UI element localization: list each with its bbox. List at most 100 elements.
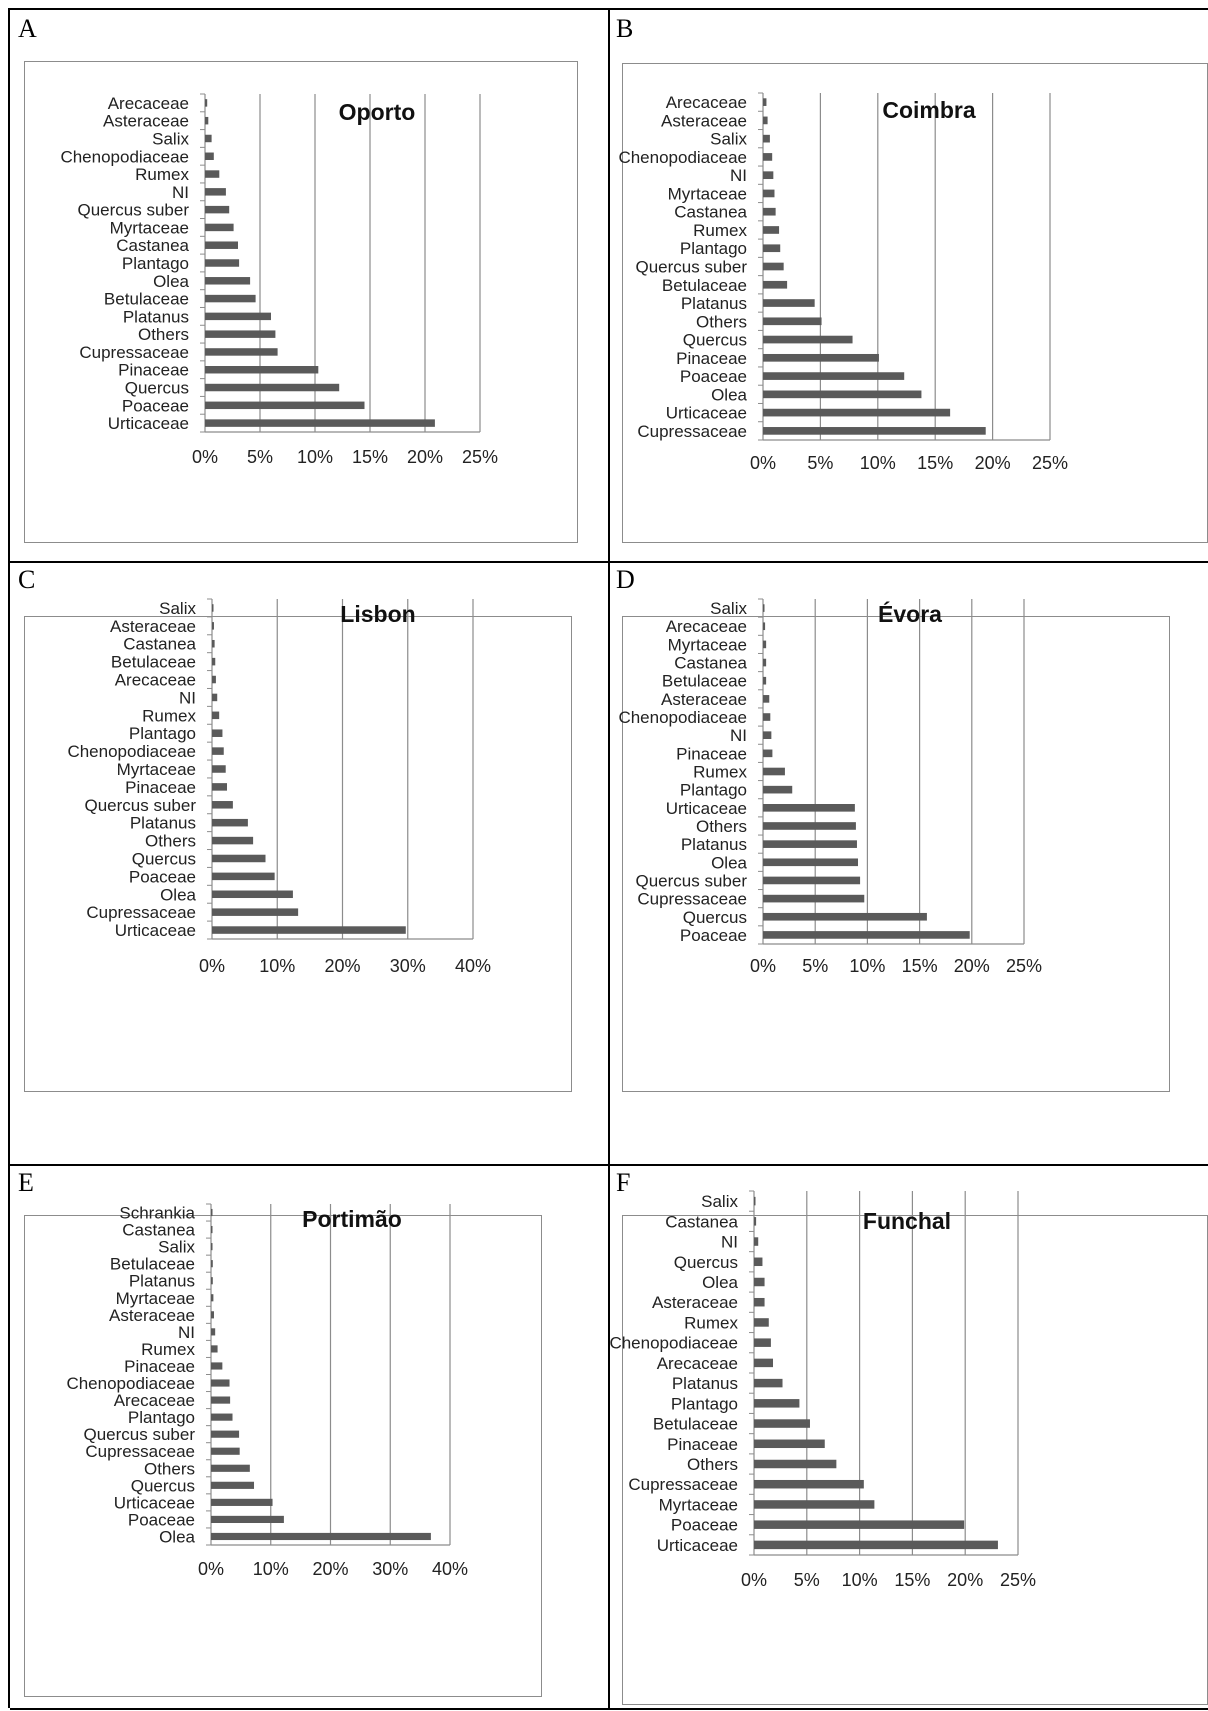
category-label: Plantago [671, 1394, 738, 1413]
category-label: Plantago [129, 724, 196, 743]
bar-cupressaceae [754, 1479, 864, 1489]
category-label: Myrtaceae [659, 1495, 738, 1514]
chart-title: Lisbon [340, 601, 415, 627]
category-label: Asteraceae [661, 690, 747, 709]
category-label: Plantago [680, 781, 747, 800]
x-tick-label: 0% [750, 453, 776, 473]
category-label: Schrankia [119, 1204, 195, 1223]
category-label: Olea [153, 272, 189, 291]
bar-myrtaceae [205, 223, 234, 232]
chart-title: Évora [878, 600, 942, 627]
bar-olea [205, 277, 251, 285]
category-label: Cupressaceae [86, 903, 196, 922]
bar-platanus [211, 1277, 213, 1285]
bar-arecaceae [205, 99, 208, 107]
category-label: Urticaceae [114, 1493, 195, 1512]
bar-myrtaceae [763, 189, 775, 198]
figure-grid: A Arecaceae Asteraceae Salix Chenopodiaceae… [8, 8, 1208, 1710]
x-tick-label: 15% [902, 956, 938, 976]
category-label: NI [730, 166, 747, 185]
bar-olea [763, 858, 859, 867]
category-label: NI [179, 688, 196, 707]
category-label: Asteraceae [103, 112, 189, 131]
chart-evora: SalixArecaceaeMyrtaceaeCastaneaBetulacea… [618, 598, 1042, 976]
chart-frame [622, 63, 1208, 543]
chart-portimao: SchrankiaCastaneaSalixBetulaceaePlatanus… [66, 1203, 468, 1579]
bar-rumex [212, 711, 220, 720]
category-label: Quercus suber [85, 796, 197, 815]
bar-arecaceae [754, 1358, 774, 1368]
bar-plantago [211, 1413, 233, 1421]
category-label: Urticaceae [115, 921, 196, 940]
bar-betulaceae [763, 676, 767, 685]
x-tick-label: 30% [372, 1559, 408, 1579]
category-label: Salix [710, 130, 747, 149]
category-label: Asteraceae [110, 617, 196, 636]
x-tick-label: 15% [894, 1570, 930, 1590]
category-label: Chenopodiaceae [60, 147, 189, 166]
bar-pinaceae [212, 783, 228, 791]
bar-platanus [763, 299, 815, 307]
bar-poaceae [211, 1515, 284, 1524]
panel-letter: D [616, 565, 635, 594]
x-tick-label: 20% [407, 447, 443, 467]
bar-myrtaceae [754, 1500, 875, 1509]
x-tick-label: 20% [947, 1570, 983, 1590]
bar-asteraceae [212, 622, 214, 630]
bar-chenopodiaceae [212, 747, 224, 755]
bar-castanea [763, 207, 776, 216]
category-label: NI [730, 726, 747, 745]
category-label: Pinaceae [676, 744, 747, 763]
bar-myrtaceae [212, 765, 226, 773]
bar-pinaceae [763, 749, 773, 758]
bar-betulaceae [212, 657, 216, 666]
bar-quercus [763, 335, 853, 344]
bar-chenopodiaceae [211, 1379, 230, 1387]
category-label: Betulaceae [662, 276, 747, 295]
category-label: Poaceae [128, 1510, 195, 1529]
category-label: Rumex [684, 1313, 738, 1332]
bar-arecaceae [763, 622, 766, 631]
bar-platanus [205, 312, 271, 321]
bar-pinaceae [754, 1439, 825, 1449]
category-label: Platanus [129, 1272, 195, 1291]
bar-poaceae [205, 401, 365, 410]
x-tick-label: 10% [860, 453, 896, 473]
category-label: Plantago [680, 239, 747, 258]
category-label: Poaceae [680, 926, 747, 945]
bar-poaceae [212, 872, 275, 881]
category-label: Poaceae [129, 867, 196, 886]
category-label: Olea [711, 853, 747, 872]
bar-urticaceae [763, 408, 951, 417]
panel-letter: F [616, 1168, 631, 1197]
category-label: Salix [152, 129, 189, 148]
chart-frame [622, 1215, 1208, 1705]
x-tick-label: 5% [794, 1570, 820, 1590]
category-label: Others [696, 817, 747, 836]
bar-salix [211, 1243, 213, 1251]
chart-frame [24, 616, 572, 1092]
bar-salix [763, 134, 770, 143]
category-label: Poaceae [671, 1516, 738, 1535]
chart-lisbon: SalixAsteraceaeCastaneaBetulaceaeArecace… [67, 598, 491, 976]
bar-arecaceae [763, 98, 767, 106]
category-label: Others [687, 1455, 738, 1474]
bar-poaceae [763, 372, 905, 380]
bar-cupressaceae [211, 1447, 240, 1455]
x-tick-label: 5% [802, 956, 828, 976]
bar-plantago [212, 729, 223, 737]
category-label: Salix [158, 1238, 195, 1257]
bar-ni [754, 1237, 759, 1246]
bar-quercus [205, 383, 340, 392]
category-label: Castanea [665, 1212, 738, 1231]
bar-castanea [754, 1217, 757, 1226]
bar-ni [205, 188, 226, 196]
bar-urticaceae [205, 419, 435, 427]
category-label: Others [145, 832, 196, 851]
bar-castanea [212, 639, 215, 648]
bar-salix [212, 604, 214, 612]
bar-myrtaceae [211, 1294, 214, 1302]
category-label: Quercus suber [636, 871, 748, 890]
category-label: Betulaceae [110, 1255, 195, 1274]
bar-asteraceae [205, 116, 209, 125]
